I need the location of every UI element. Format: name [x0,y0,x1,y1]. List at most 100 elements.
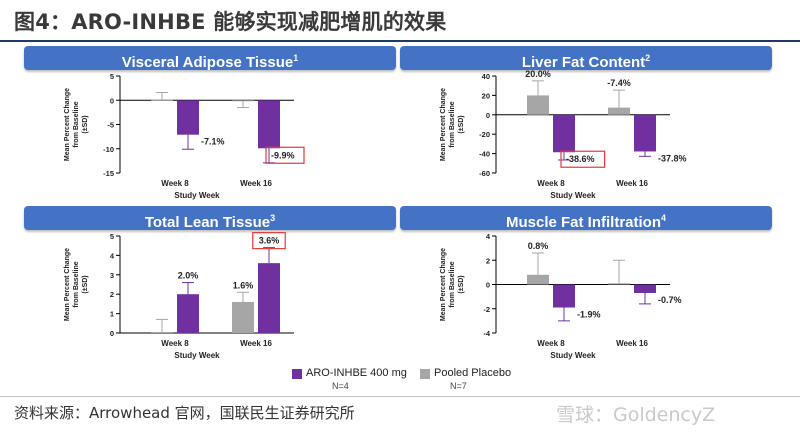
bar-placebo [151,99,173,101]
highlight-box [265,146,305,164]
y-tick-label: 2 [110,290,114,299]
data-label: 2.0% [178,271,199,281]
chart-title-text: Total Lean Tissue [144,214,271,231]
y-axis-label: Mean Percent Change from Baseline (±SD) [64,248,89,321]
y-axis-label-line: (±SD) [82,275,89,293]
bar-drug [258,263,280,333]
bar-drug [258,100,280,149]
y-tick-label: 4 [110,251,115,260]
chart-svg-liver-fat-content: Mean Percent Change from Baseline (±SD) 40 2… [440,69,687,200]
y-axis-label-line: (±SD) [82,115,89,133]
x-tick-label: Week 8 [537,339,565,348]
bar-drug [553,284,575,308]
bar-drug [634,114,656,152]
bar-drug [177,294,199,333]
legend-n-drug: N=4 [332,381,349,391]
chart-title-text: Muscle Fat Infiltration [505,214,661,231]
legend-n-placebo: N=7 [450,381,467,391]
y-axis-label: Mean Percent Change from Baseline (±SD) [440,248,465,321]
y-axis-label-line: from Baseline [449,261,456,307]
legend-swatch-placebo [420,369,430,379]
y-tick-label: 0 [486,111,490,120]
chart-title-liver-fat-content: Liver Fat Content2 [400,46,772,71]
legend-swatch-drug [292,369,302,379]
chart-panel-total-lean: Total Lean Tissue3 Mean Percent Change fro… [24,206,396,396]
bar-drug [553,114,575,153]
chart-title-footnote: 3 [270,213,276,223]
y-axis-label-line: Mean Percent Change [440,88,447,161]
x-axis-label: Study Week [174,191,220,200]
chart-title-visceral-adipose-tissue: Visceral Adipose Tissue1 [24,46,396,71]
data-label: -1.9% [577,310,601,320]
x-tick-label: Week 8 [161,179,189,188]
bar-placebo [151,332,173,334]
x-tick-label: Week 16 [616,339,648,348]
data-label: 1.6% [233,280,254,290]
data-label: -38.6% [566,154,595,164]
y-tick-label: 5 [110,72,114,81]
y-tick-label: 5 [110,232,114,241]
bar-drug [177,100,199,135]
y-tick-label: -15 [103,169,114,178]
data-label: -37.8% [658,153,687,163]
chart-title-text: Visceral Adipose Tissue [121,54,294,71]
y-tick-label: 0 [110,329,114,338]
page-title: 图4：ARO-INHBE 能够实现减肥增肌的效果 [14,10,447,34]
y-axis-label: Mean Percent Change from Baseline (±SD) [64,88,89,161]
bar-placebo [608,107,630,115]
source-note: 资料来源：Arrowhead 官网，国联民生证券研究所 [14,404,355,422]
chart-legend: ARO-INHBE 400 mg N=4 Pooled Placebo N=7 [292,367,552,397]
y-axis-label-line: from Baseline [73,101,80,147]
chart-svg-visceral-adipose-tissue: Mean Percent Change from Baseline (±SD) 5 0 -… [64,72,305,200]
y-tick-label: -20 [479,130,490,139]
legend-label-placebo: Pooled Placebo [434,367,512,379]
bar-placebo [232,301,254,333]
x-tick-label: Week 16 [616,179,648,188]
bar-placebo [527,95,549,115]
highlight-box [560,150,606,168]
chart-svg-total-lean-tissue: Mean Percent Change from Baseline (±SD) 5 4 3… [64,232,294,360]
x-axis-label: Study Week [550,191,596,200]
chart-panel-visceral-adipose: Visceral Adipose Tissue1 Mean Percent Cha… [24,46,396,236]
footer-divider [0,396,800,397]
y-tick-label: 3 [110,271,114,280]
x-axis-label: Study Week [174,351,220,360]
bar-drug [634,284,656,293]
y-tick-label: 0 [110,96,114,105]
chart-title-footnote: 1 [293,53,299,63]
legend-label-drug: ARO-INHBE 400 mg [306,367,407,379]
chart-svg-muscle-fat-infiltration: Mean Percent Change from Baseline (±SD) 4 2 0… [440,232,682,360]
data-label: 0.8% [528,241,549,251]
y-tick-label: 2 [486,256,490,265]
y-axis-label-line: from Baseline [73,261,80,307]
chart-title-text: Liver Fat Content [521,54,646,71]
bar-placebo [608,283,630,285]
y-tick-label: 4 [486,232,491,241]
bar-placebo [527,274,549,285]
y-axis-label: Mean Percent Change from Baseline (±SD) [440,88,465,161]
data-label: 3.6% [259,236,280,246]
chart-panel-muscle-fat: Muscle Fat Infiltration4 Mean Percent Cha… [400,206,772,396]
y-tick-label: -60 [479,169,490,178]
chart-title-footnote: 4 [661,213,667,223]
x-tick-label: Week 8 [537,179,565,188]
y-axis-label-line: Mean Percent Change [64,248,71,321]
y-tick-label: -4 [483,329,490,338]
y-axis-label-line: Mean Percent Change [440,248,447,321]
chart-title-footnote: 2 [645,53,651,63]
y-tick-label: -2 [483,305,490,314]
y-tick-label: -10 [103,145,114,154]
y-axis-label-line: Mean Percent Change [64,88,71,161]
chart-title-total-lean-tissue: Total Lean Tissue3 [24,206,396,231]
x-tick-label: Week 16 [240,179,272,188]
y-tick-label: 0 [486,281,490,290]
title-divider [0,40,800,42]
y-tick-label: 1 [110,310,114,319]
y-axis-label-line: (±SD) [458,275,465,293]
watermark-text: 雪球：GoldencyZ [556,404,716,426]
x-tick-label: Week 8 [161,339,189,348]
data-label: -9.9% [271,150,295,160]
y-tick-label: -5 [107,121,114,130]
y-tick-label: 20 [482,91,490,100]
x-tick-label: Week 16 [240,339,272,348]
